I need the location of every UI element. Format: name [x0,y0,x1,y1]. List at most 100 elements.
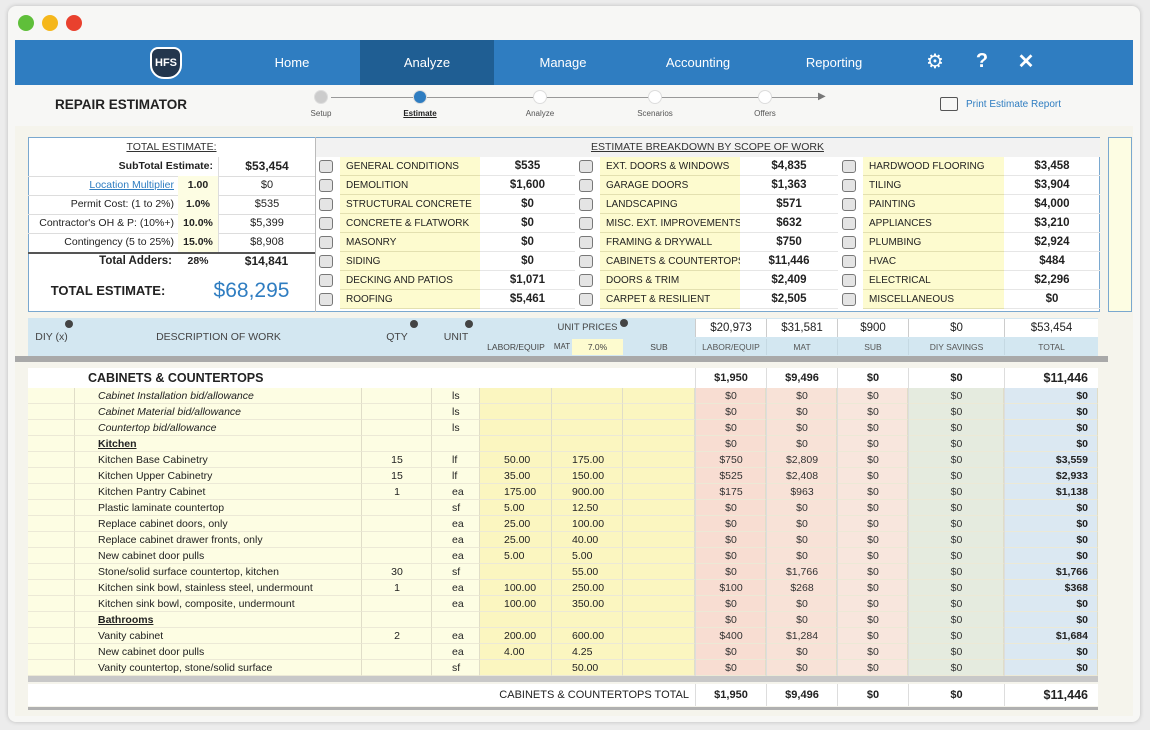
row-unit: ea [452,534,464,546]
adder-rate[interactable]: 15.0% [178,233,218,252]
cell-bg [766,484,837,500]
scope-name-bg [340,176,480,195]
scope-name: TILING [869,180,902,191]
scope-checkbox[interactable] [319,198,333,211]
cell-bg [28,420,75,436]
window-control[interactable] [42,15,58,31]
scope-checkbox[interactable] [579,160,593,173]
nav-item[interactable]: Accounting [665,55,731,70]
scope-name: MISC. EXT. IMPROVEMENTS [606,218,740,229]
scope-checkbox[interactable] [579,179,593,192]
row-total: $1,684 [1004,628,1098,644]
cell-bg [766,660,837,676]
cell-bg [75,500,362,516]
cell-bg [432,420,480,436]
scope-checkbox[interactable] [579,198,593,211]
cell-bg [362,612,432,628]
cell-bg [695,516,766,532]
scope-checkbox[interactable] [319,293,333,306]
scope-checkbox[interactable] [842,236,856,249]
scope-checkbox[interactable] [842,160,856,173]
close-icon[interactable]: ✕ [1017,51,1035,73]
nav-item[interactable]: Analyze [403,55,451,70]
cell-bg [1004,500,1098,516]
scope-value: $535 [480,157,575,176]
row-total: $0 [695,404,766,420]
window-control[interactable] [66,15,82,31]
scope-checkbox[interactable] [579,236,593,249]
scope-name-bg [340,290,480,309]
step-dot[interactable] [413,90,427,104]
scope-checkbox[interactable] [842,293,856,306]
scope-checkbox[interactable] [579,274,593,287]
scope-name-bg [600,290,740,309]
row-qty: 15 [391,454,403,466]
info-icon [410,320,418,328]
scope-checkbox[interactable] [319,179,333,192]
cell-bg [552,596,623,612]
scope-checkbox[interactable] [319,274,333,287]
scope-checkbox[interactable] [319,217,333,230]
settings-icon[interactable]: ⚙ [926,51,944,73]
cell-bg [908,468,1004,484]
step-dot[interactable] [648,90,662,104]
adder-rate[interactable]: 10.0% [178,214,218,233]
cell-bg [75,484,362,500]
nav-item[interactable]: Reporting [805,55,863,70]
row-total: $0 [695,548,766,564]
scope-name: DOORS & TRIM [606,275,680,286]
help-icon[interactable]: ? [975,50,989,72]
scope-checkbox[interactable] [842,255,856,268]
step-label[interactable]: Scenarios [637,109,673,118]
step-label[interactable]: Analyze [525,109,555,118]
section-total: $0 [908,368,1004,388]
scope-name: PLUMBING [869,237,922,248]
cell-bg [623,420,695,436]
adder-label[interactable]: Location Multiplier [89,179,174,191]
row-total: $0 [766,548,837,564]
row-unit: ls [452,406,460,418]
col-tax[interactable]: 7.0% [572,339,623,355]
adder-rate[interactable]: 1.00 [178,176,218,195]
scope-checkbox[interactable] [842,274,856,287]
scope-checkbox[interactable] [319,236,333,249]
row-total: $1,138 [1004,484,1098,500]
cell-bg [28,436,75,452]
scope-checkbox[interactable] [842,198,856,211]
nav-item[interactable]: Home [274,55,310,70]
row-total: $525 [695,468,766,484]
step-dot[interactable] [314,90,328,104]
row-unit: lf [452,470,458,482]
col-unit-prices: UNIT PRICES [557,322,618,333]
scope-checkbox[interactable] [319,160,333,173]
scope-name-bg [340,214,480,233]
scope-checkbox[interactable] [319,255,333,268]
scope-checkbox[interactable] [842,217,856,230]
scope-value: $571 [740,195,838,214]
step-dot[interactable] [758,90,772,104]
cell-bg [480,628,552,644]
col-mat: MAT [553,342,571,351]
adder-rate[interactable]: 1.0% [178,195,218,214]
scope-checkbox[interactable] [579,217,593,230]
footer-total: $11,446 [1004,684,1098,706]
row-total: $0 [837,468,908,484]
cell-bg [432,404,480,420]
print-link[interactable]: Print Estimate Report [966,99,1062,110]
scope-checkbox[interactable] [579,293,593,306]
row-desc: Cabinet Installation bid/allowance [98,390,254,402]
window-control[interactable] [18,15,34,31]
cell-bg [623,532,695,548]
scope-value: $2,409 [740,271,838,290]
step-dot[interactable] [533,90,547,104]
step-label[interactable]: Estimate [403,109,437,118]
nav-item[interactable]: Manage [539,55,587,70]
step-label[interactable]: Offers [754,109,776,118]
row-mat: 40.00 [572,534,599,546]
cell-bg [766,452,837,468]
total-col-label: LABOR/EQUIP [695,339,766,355]
scope-checkbox[interactable] [842,179,856,192]
adder-value: $5,399 [218,214,315,233]
scope-checkbox[interactable] [579,255,593,268]
step-label[interactable]: Setup [310,109,332,118]
